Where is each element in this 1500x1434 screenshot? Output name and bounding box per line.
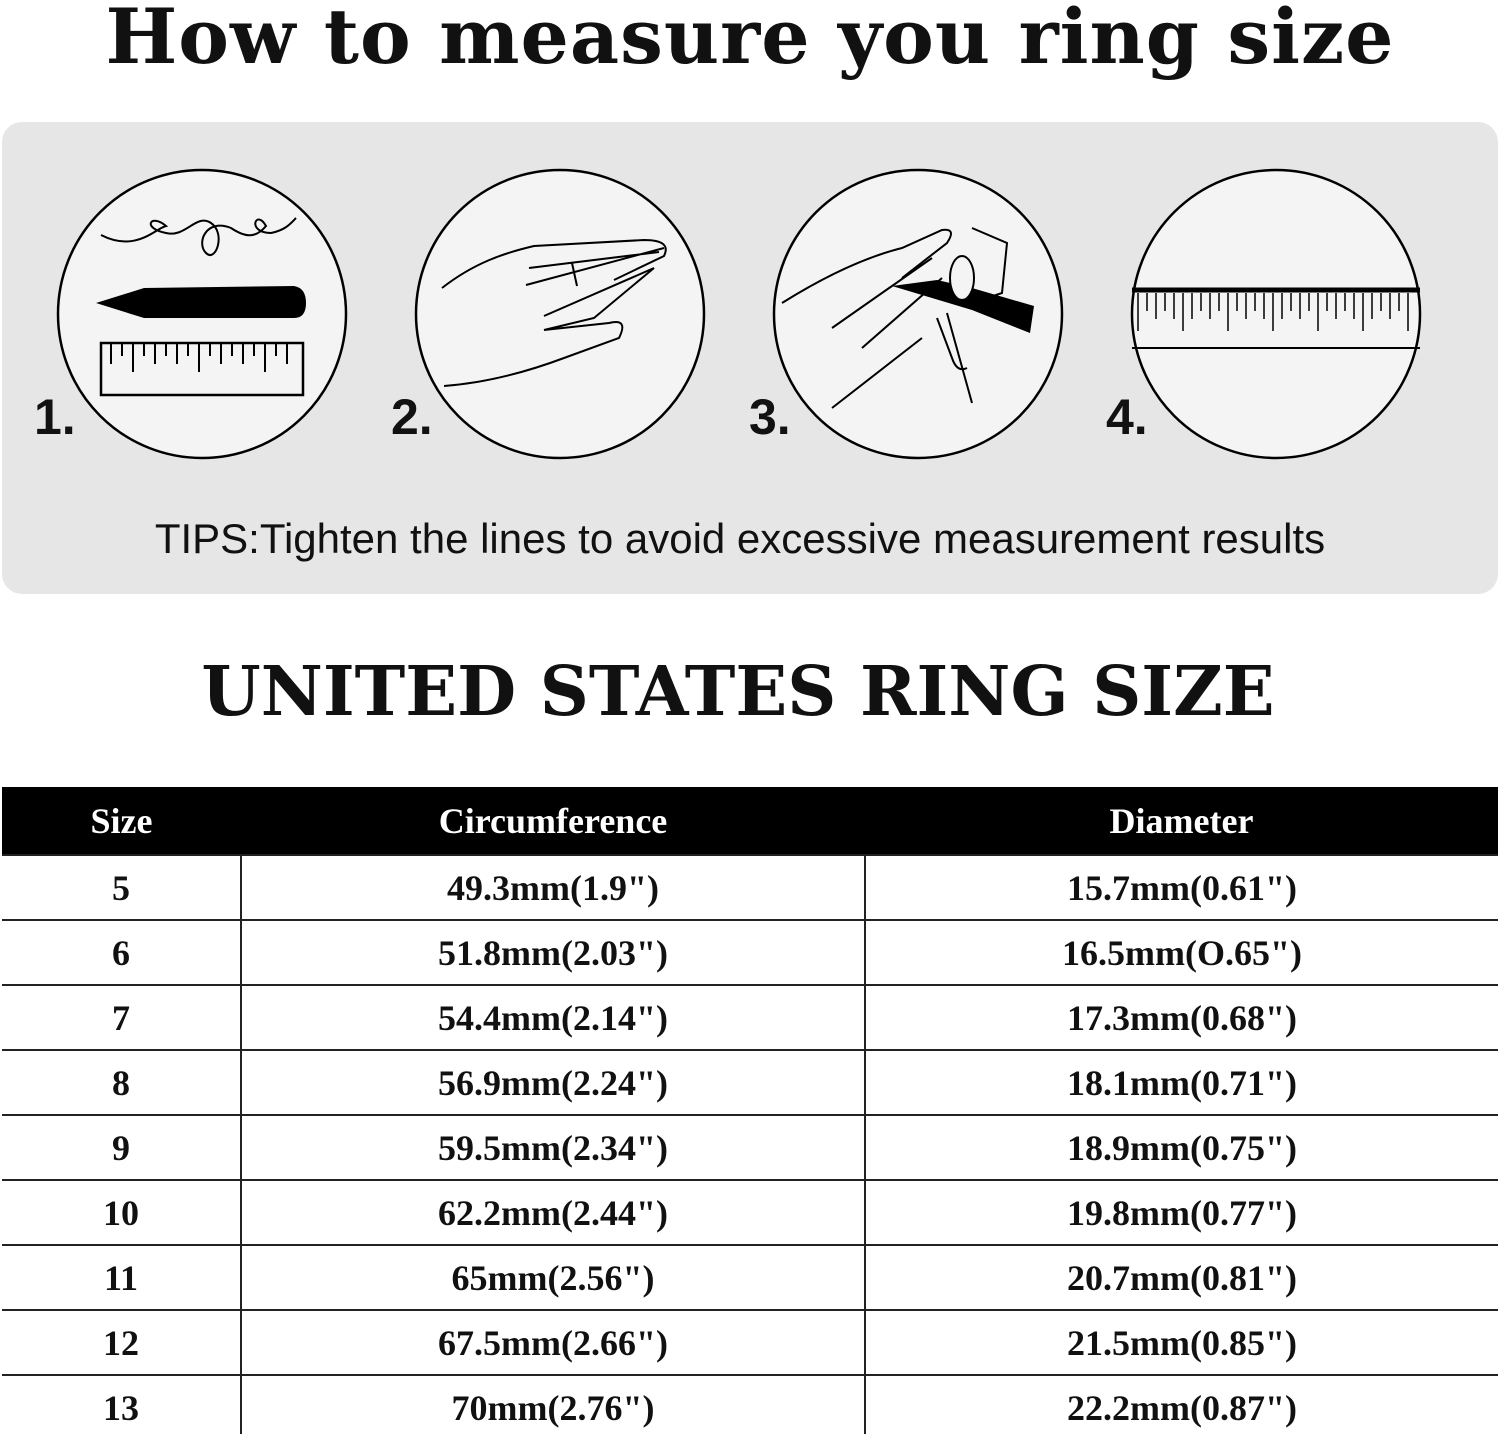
- diameter-cell: 20.7mm(0.81"): [864, 1244, 1498, 1311]
- table-row: 11 65mm(2.56") 20.7mm(0.81"): [2, 1244, 1498, 1311]
- table-row: 6 51.8mm(2.03") 16.5mm(O.65"): [2, 919, 1498, 986]
- step-number-3: 3.: [749, 389, 791, 445]
- ring-size-table: Size Circumference Diameter 5 49.3mm(1.9"…: [2, 787, 1498, 1434]
- table-row: 12 67.5mm(2.66") 21.5mm(0.85"): [2, 1309, 1498, 1376]
- hand-mark-pen-icon: [772, 168, 1064, 460]
- diameter-cell: 18.1mm(0.71"): [864, 1049, 1498, 1116]
- table-row: 9 59.5mm(2.34") 18.9mm(0.75"): [2, 1114, 1498, 1181]
- size-cell: 8: [2, 1049, 242, 1116]
- circumference-cell: 56.9mm(2.24"): [240, 1049, 866, 1116]
- size-cell: 11: [2, 1244, 242, 1311]
- hand-wrap-finger-icon: [414, 168, 706, 460]
- size-cell: 6: [2, 919, 242, 986]
- size-cell: 10: [2, 1179, 242, 1246]
- circumference-cell: 62.2mm(2.44"): [240, 1179, 866, 1246]
- circumference-cell: 51.8mm(2.03"): [240, 919, 866, 986]
- circumference-cell: 65mm(2.56"): [240, 1244, 866, 1311]
- size-cell: 12: [2, 1309, 242, 1376]
- page-title: How to measure you ring size: [105, 0, 1395, 81]
- size-cell: 7: [2, 984, 242, 1051]
- step-1: [56, 168, 348, 460]
- size-cell: 13: [2, 1374, 242, 1434]
- table-row: 5 49.3mm(1.9") 15.7mm(0.61"): [2, 854, 1498, 921]
- diameter-cell: 18.9mm(0.75"): [864, 1114, 1498, 1181]
- step-number-4: 4.: [1106, 389, 1148, 445]
- step-number-1: 1.: [34, 389, 76, 445]
- circumference-cell: 70mm(2.76"): [240, 1374, 866, 1434]
- header-size: Size: [2, 787, 241, 855]
- step-3: [772, 168, 1064, 460]
- step-4: [1130, 168, 1422, 460]
- table-row: 8 56.9mm(2.24") 18.1mm(0.71"): [2, 1049, 1498, 1116]
- circumference-cell: 67.5mm(2.66"): [240, 1309, 866, 1376]
- diameter-cell: 16.5mm(O.65"): [864, 919, 1498, 986]
- diameter-cell: 17.3mm(0.68"): [864, 984, 1498, 1051]
- table-header-row: Size Circumference Diameter: [2, 787, 1498, 855]
- size-cell: 5: [2, 854, 242, 921]
- string-pencil-ruler-icon: [56, 168, 348, 460]
- step-number-2: 2.: [391, 389, 433, 445]
- circumference-cell: 49.3mm(1.9"): [240, 854, 866, 921]
- table-row: 7 54.4mm(2.14") 17.3mm(0.68"): [2, 984, 1498, 1051]
- measuring-tape-icon: [1130, 168, 1422, 460]
- diameter-cell: 19.8mm(0.77"): [864, 1179, 1498, 1246]
- size-cell: 9: [2, 1114, 242, 1181]
- step-2: [414, 168, 706, 460]
- circumference-cell: 54.4mm(2.14"): [240, 984, 866, 1051]
- diameter-cell: 15.7mm(0.61"): [864, 854, 1498, 921]
- diameter-cell: 22.2mm(0.87"): [864, 1374, 1498, 1434]
- header-diameter: Diameter: [865, 787, 1498, 855]
- diameter-cell: 21.5mm(0.85"): [864, 1309, 1498, 1376]
- circumference-cell: 59.5mm(2.34"): [240, 1114, 866, 1181]
- tips-text: TIPS:Tighten the lines to avoid excessiv…: [154, 515, 1326, 562]
- table-row: 10 62.2mm(2.44") 19.8mm(0.77"): [2, 1179, 1498, 1246]
- table-row: 13 70mm(2.76") 22.2mm(0.87"): [2, 1374, 1498, 1434]
- header-circumference: Circumference: [241, 787, 865, 855]
- table-heading: UNITED STATES RING SIZE: [201, 652, 1275, 732]
